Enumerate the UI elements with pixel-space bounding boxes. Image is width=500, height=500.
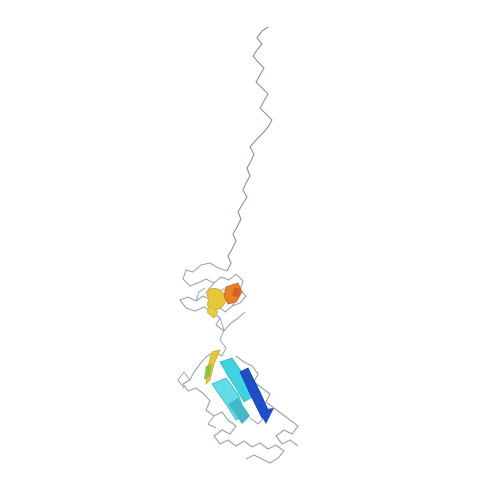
teal-strand xyxy=(228,398,250,424)
yellow-strand-small xyxy=(206,305,219,319)
yellow-helix xyxy=(205,288,226,311)
orange-accent xyxy=(232,287,241,297)
upper-linker xyxy=(219,317,227,357)
lower-domain xyxy=(177,349,299,464)
lower-coil-2 xyxy=(235,355,299,447)
cyan-sheet-1 xyxy=(219,357,255,403)
disordered-tail xyxy=(226,26,273,272)
upper-domain xyxy=(179,262,247,357)
lower-coil-1 xyxy=(182,351,285,464)
green-strand xyxy=(204,364,212,380)
blue-arrowhead xyxy=(258,408,274,424)
